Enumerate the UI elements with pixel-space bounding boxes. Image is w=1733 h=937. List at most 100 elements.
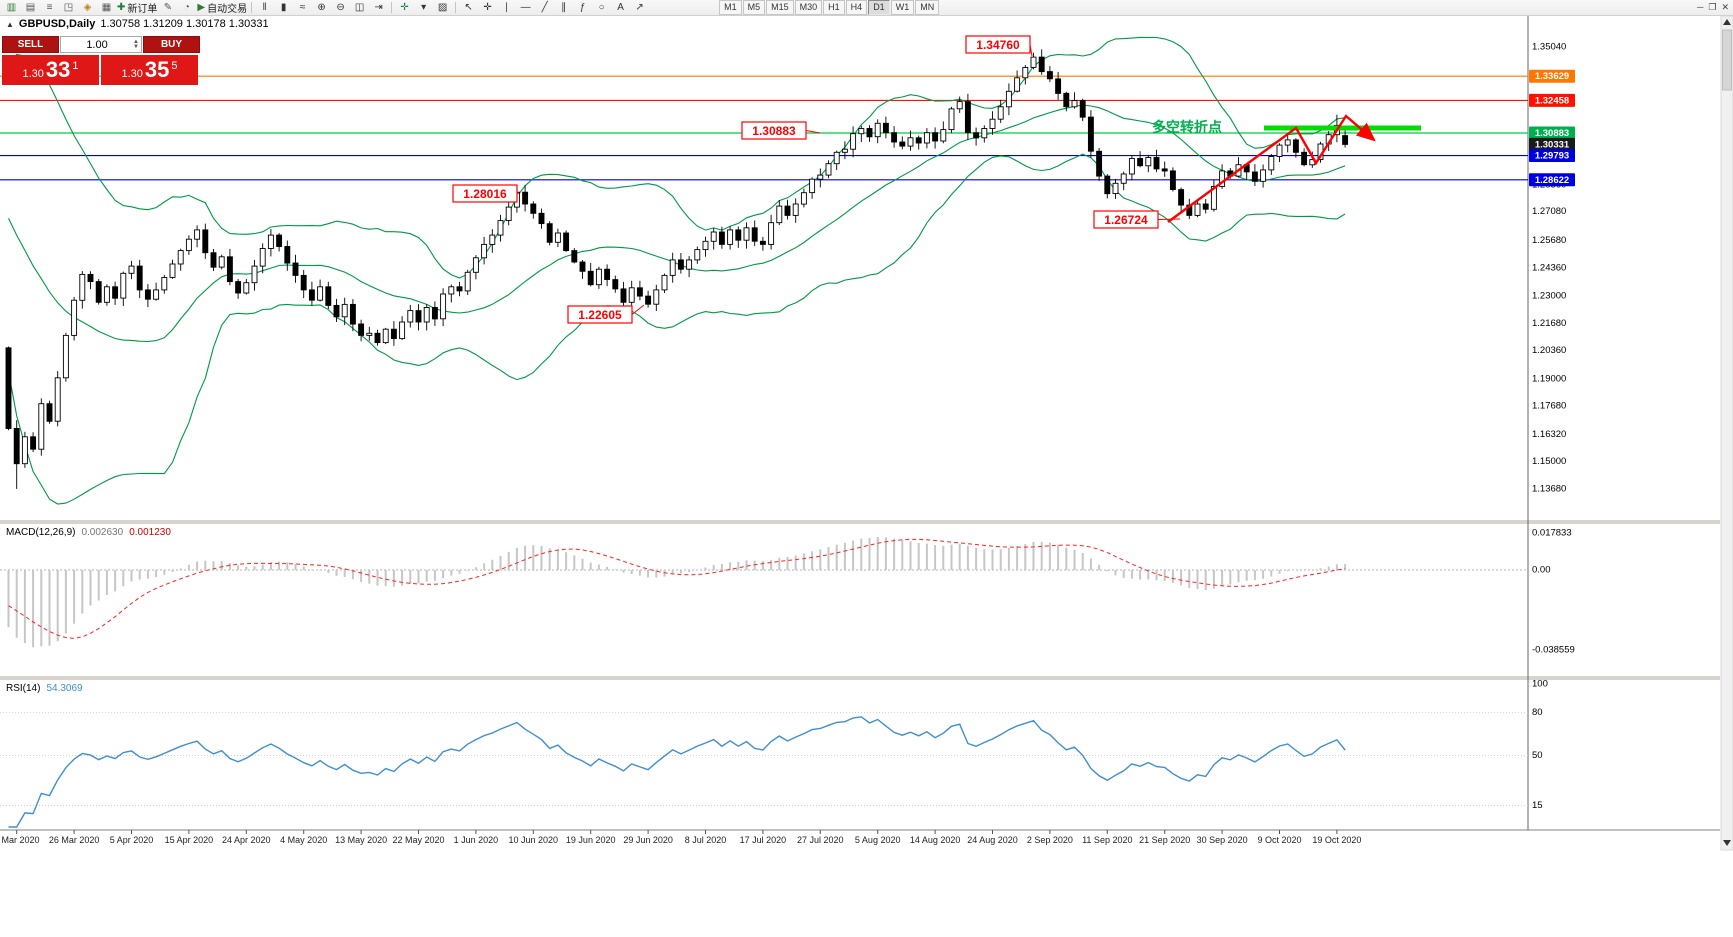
date-label: 4 May 2020 <box>280 835 327 845</box>
date-label: 17 Jul 2020 <box>740 835 787 845</box>
toolbar-market-watch-icon[interactable]: ≡ <box>40 1 59 15</box>
spinner-up-icon[interactable]: ▲ <box>133 38 139 45</box>
vertical-line-icon: ∣ <box>504 2 510 13</box>
toolbar-arrows-tool-icon[interactable]: ↗ <box>630 1 649 15</box>
toolbar-crosshair-icon[interactable]: ✛ <box>478 1 497 15</box>
toolbar-templates-icon[interactable]: ▨ <box>433 1 452 15</box>
toolbar-data-window-icon[interactable]: ◳ <box>59 1 78 15</box>
svg-text:1.30883: 1.30883 <box>752 124 796 138</box>
price-badge <box>1529 93 1575 107</box>
date-label: 24 Aug 2020 <box>967 835 1018 845</box>
arrows-tool-icon: ↗ <box>635 2 644 13</box>
price-callout-1.30883[interactable]: 1.30883 <box>741 121 821 140</box>
one-click-trading-panel: SELL ▲ ▼ BUY 1.30 33 1 1.30 35 5 <box>2 36 200 85</box>
timeframe-mn[interactable]: MN <box>915 0 940 15</box>
buy-button[interactable]: BUY <box>143 36 200 53</box>
scroll-thumb[interactable] <box>1722 29 1732 91</box>
toolbar-indicators-icon[interactable]: ✛ <box>395 1 414 15</box>
price-badge <box>1529 173 1575 187</box>
timeframe-w1[interactable]: W1 <box>890 0 915 15</box>
price-callout-1.22605[interactable]: 1.22605 <box>567 304 645 324</box>
price-badge <box>1529 137 1575 151</box>
toolbar-trendline-icon[interactable]: ╱ <box>535 1 554 15</box>
date-label: 13 May 2020 <box>335 835 387 845</box>
volume-spinner[interactable]: ▲ ▼ <box>133 38 141 50</box>
toolbar-vertical-line-icon[interactable]: ∣ <box>497 1 516 15</box>
toolbar-periods-dropdown-icon[interactable]: ▾ <box>414 1 433 15</box>
axis-label: 1.17680 <box>1532 401 1566 412</box>
scroll-down-icon[interactable] <box>1723 840 1731 846</box>
price-callout-1.28016[interactable]: 1.28016 <box>452 184 520 203</box>
date-axis[interactable]: 7 Mar 2020 26 Mar 2020 5 Apr 2020 15 Apr 20… <box>0 830 1361 845</box>
main-toolbar: ▥ ▤ ≡ ◳ ◈ ▦ ✚ 新订单 ✎ ◔ ▶ 自动交易 ‖ ▮ ≈ ⊕ ⊖ ◫ ⇥ ✛ ▾ ▨ ↖ ✛ ∣ ― ╱ ∥ ƒ ○ A ↗ M1 M… <box>0 0 1733 16</box>
toolbar-auto-scroll-icon[interactable]: ⇥ <box>369 1 388 15</box>
buy-price-display[interactable]: 1.30 35 5 <box>101 55 198 85</box>
macd-signal-line <box>8 538 1346 639</box>
candles-chart-icon: ▮ <box>280 2 287 13</box>
shapes-icon: ○ <box>598 2 605 13</box>
sell-price-sup: 1 <box>72 59 79 72</box>
panel-separator[interactable] <box>0 520 1720 524</box>
toolbar-cursor-icon[interactable]: ↖ <box>459 1 478 15</box>
restore-icon[interactable]: ❐ <box>1708 2 1717 12</box>
candlesticks <box>5 49 1349 489</box>
price-axis[interactable]: 1.350401.283601.270801.256801.243601.230… <box>1529 42 1575 812</box>
ohlc-values: 1.30758 1.31209 1.30178 1.30331 <box>100 18 269 30</box>
close-icon[interactable]: ✕ <box>1721 2 1729 12</box>
sell-price-display[interactable]: 1.30 33 1 <box>2 55 99 85</box>
toolbar-profiles-icon[interactable]: ▤ <box>21 1 40 15</box>
rsi-axis-label: 50 <box>1532 750 1543 761</box>
toolbar-fibonacci-icon[interactable]: ƒ <box>573 1 592 15</box>
tile-windows-icon: ◫ <box>354 2 365 13</box>
timeframe-h1[interactable]: H1 <box>823 0 845 15</box>
spinner-down-icon[interactable]: ▼ <box>133 43 139 50</box>
toolbar-new-chart-icon[interactable]: ▥ <box>2 1 21 15</box>
price-panel <box>0 36 1528 505</box>
toolbar-equidistant-channel-icon[interactable]: ∥ <box>554 1 573 15</box>
toolbar-new-order[interactable]: ✚ 新订单 <box>116 1 158 15</box>
sell-button[interactable]: SELL <box>2 36 59 53</box>
date-label: 21 Sep 2020 <box>1139 835 1190 845</box>
turning-point-annotation[interactable]: 多空转折点 <box>1152 119 1222 135</box>
timeframe-d1[interactable]: D1 <box>868 0 890 15</box>
price-callout-1.34760[interactable]: 1.34760 <box>965 35 1033 57</box>
toolbar-separator <box>251 2 253 13</box>
toolbar-navigator-icon[interactable]: ◈ <box>78 1 97 15</box>
toolbar-metaeditor-icon[interactable]: ✎ <box>158 1 177 15</box>
axis-label: 1.27080 <box>1532 206 1566 217</box>
toolbar-strategy-tester-icon[interactable]: ◔ <box>177 1 196 15</box>
volume-input[interactable] <box>61 38 134 51</box>
timeframe-h4[interactable]: H4 <box>845 0 868 15</box>
toolbar-line-chart-icon[interactable]: ≈ <box>293 1 312 15</box>
buy-price-small: 1.30 <box>121 67 143 80</box>
toolbar-tile-windows-icon[interactable]: ◫ <box>350 1 369 15</box>
trend-arrow[interactable] <box>1167 114 1376 223</box>
toolbar-autotrading[interactable]: ▶ 自动交易 <box>196 1 248 15</box>
toolbar-candles-chart-icon[interactable]: ▮ <box>274 1 293 15</box>
timeframe-m5[interactable]: M5 <box>742 0 766 15</box>
scroll-up-icon[interactable] <box>1723 19 1731 25</box>
toolbar-horizontal-line-icon[interactable]: ― <box>516 1 535 15</box>
profiles-icon: ▤ <box>25 2 36 13</box>
toolbar-zoom-in-icon[interactable]: ⊕ <box>312 1 331 15</box>
toolbar-bars-chart-icon[interactable]: ‖ <box>255 1 274 15</box>
rsi-axis-label: 100 <box>1532 679 1548 690</box>
macd-axis-label: 0.017833 <box>1532 527 1572 538</box>
zoom-out-icon: ⊖ <box>336 2 345 13</box>
timeframe-m1[interactable]: M1 <box>719 0 742 15</box>
timeframe-m15[interactable]: M15 <box>766 0 794 15</box>
timeframe-m30[interactable]: M30 <box>794 0 823 15</box>
price-badge-text: 1.29793 <box>1535 151 1569 162</box>
toolbar-terminal-icon[interactable]: ▦ <box>97 1 116 15</box>
vertical-scrollbar[interactable] <box>1720 15 1733 851</box>
toolbar-zoom-out-icon[interactable]: ⊖ <box>331 1 350 15</box>
price-callout-1.26724[interactable]: 1.26724 <box>1093 210 1181 229</box>
toolbar-shapes-icon[interactable]: ○ <box>592 1 611 15</box>
collapse-arrow-icon[interactable]: ▲ <box>6 19 14 29</box>
price-badge <box>1529 69 1575 83</box>
date-label: 9 Oct 2020 <box>1257 835 1301 845</box>
toolbar-text-label-icon[interactable]: A <box>611 1 630 15</box>
minimize-icon[interactable]: ─ <box>1696 2 1704 12</box>
panel-separator[interactable] <box>0 676 1720 680</box>
